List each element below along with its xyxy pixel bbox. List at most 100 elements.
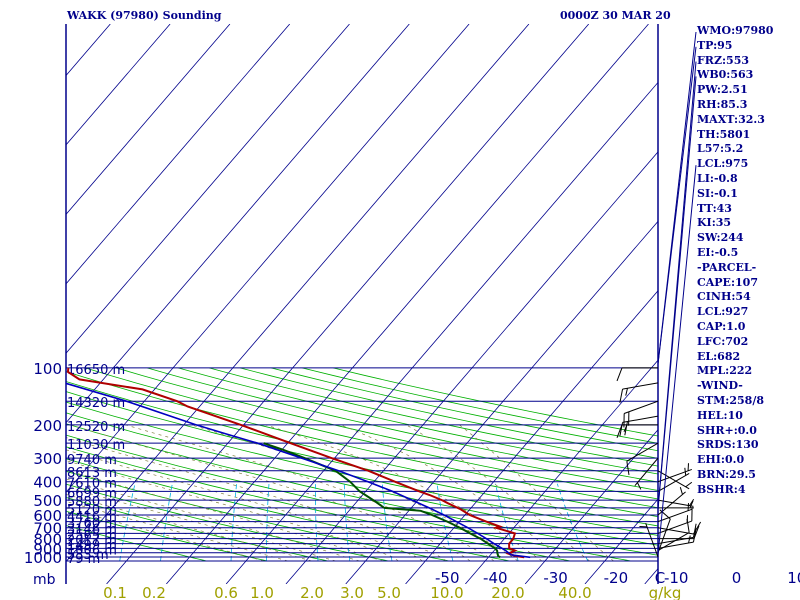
- stat-item: LI:-0.8: [697, 171, 738, 185]
- temperature-tick-label: -40: [483, 569, 508, 587]
- wind-barb: [616, 367, 658, 382]
- wind-barb-halfflag: [686, 515, 689, 523]
- wind-barb: [639, 523, 659, 558]
- pressure-tick-label: 100: [33, 360, 62, 378]
- wind-barb: [657, 498, 695, 507]
- stat-item: PW:2.51: [697, 83, 748, 97]
- isotherm-line: [345, 220, 658, 584]
- wind-barb-staff: [657, 520, 692, 534]
- stats-leader-lines: [657, 31, 697, 555]
- wind-barb: [623, 400, 659, 428]
- mixing-ratio-line: [381, 483, 393, 562]
- wind-barb-staff: [657, 470, 690, 490]
- background-lines: [66, 24, 658, 584]
- stat-leader-line: [657, 46, 697, 364]
- moist-adiabat-line: [66, 437, 447, 562]
- isotherm-line: [66, 24, 171, 146]
- stat-item: BRN:29.5: [697, 467, 756, 481]
- stat-item: RH:85.3: [697, 97, 748, 111]
- pressure-tick-label: 200: [33, 417, 62, 435]
- wind-barb-staff: [622, 415, 659, 423]
- stat-item: WMO:97980: [697, 24, 774, 37]
- height-label: 5880 m: [67, 495, 117, 510]
- height-label: 16650 m: [67, 363, 125, 378]
- stat-item: CAPE:107: [697, 275, 758, 289]
- mixing-ratio-line: [160, 483, 173, 562]
- wind-barb-flag: [624, 421, 628, 436]
- pressure-tick-label: 1000: [24, 549, 62, 567]
- pressure-tick-label: 600: [33, 507, 62, 525]
- dry-adiabat-line: [239, 367, 658, 459]
- stat-leader-line: [657, 165, 697, 555]
- isotherm-line: [66, 24, 350, 354]
- mixing-ratio-tick-label: 10.0: [430, 584, 463, 600]
- height-label: 11030 m: [67, 438, 125, 453]
- temperature-tick-label: 0: [732, 569, 742, 587]
- mixing-ratio-tick-label: 40.0: [558, 584, 591, 600]
- wind-barb-halfflag: [625, 388, 628, 396]
- wind-barb-halfflag: [679, 487, 683, 495]
- pressure-tick-label: 300: [33, 450, 62, 468]
- wind-barb: [658, 500, 694, 509]
- sounding-profiles: [66, 367, 531, 559]
- mixing-ratio-tick-label: 0.1: [103, 584, 127, 600]
- mixing-ratio-tick-label: 2.0: [300, 584, 324, 600]
- temperature-tick-label: 10: [787, 569, 800, 587]
- isotherm-line: [66, 24, 231, 215]
- stat-item: -WIND-: [697, 379, 743, 393]
- wind-barb-staff: [657, 518, 671, 553]
- stat-item: LCL:975: [697, 157, 749, 171]
- height-label: 7610 m: [67, 477, 117, 492]
- wind-barb: [616, 424, 658, 439]
- dry-adiabat-line: [208, 367, 658, 467]
- wind-barb-staff: [657, 499, 694, 507]
- pressure-tick-label: 700: [33, 520, 62, 538]
- mixing-ratio-tick-label: 0.2: [142, 584, 166, 600]
- dry-adiabat-line: [66, 434, 632, 562]
- chart-datetime: 0000Z 30 MAR 20: [560, 9, 671, 22]
- pressure-axis-label: mb: [33, 572, 56, 588]
- isotherm-line: [405, 290, 658, 584]
- wind-barb: [657, 470, 693, 490]
- wind-barb-staff: [626, 442, 659, 462]
- moist-adiabat-line: [66, 486, 336, 562]
- wind-barb-flag: [626, 461, 630, 475]
- pressure-tick-label: 800: [33, 531, 62, 549]
- wind-barb-flag: [693, 525, 700, 539]
- stat-item: KI:35: [697, 216, 732, 230]
- wind-barb-flag: [628, 411, 630, 426]
- stat-item: EI:-0.5: [697, 245, 739, 259]
- dry-adiabat-line: [66, 510, 268, 562]
- isotherm-line: [66, 24, 410, 424]
- stat-item: WB0:563: [697, 68, 754, 82]
- dry-adiabat-line: [66, 381, 658, 518]
- height-label: 12520 m: [67, 420, 125, 435]
- dry-adiabat-line: [270, 367, 658, 452]
- wind-barb: [657, 503, 692, 523]
- wind-barb-staff: [657, 527, 694, 535]
- mixing-ratio-line: [266, 483, 270, 561]
- height-label: 3760 m: [67, 517, 117, 532]
- isotherm-line: [66, 24, 530, 563]
- temperature-tick-label: -10: [664, 569, 689, 587]
- dry-adiabat-line: [66, 371, 658, 509]
- mixing-ratio-tick-label: g/kg: [649, 584, 682, 600]
- moist-adiabat-line: [66, 501, 288, 562]
- chart-title: WAKK (97980) Sounding: [67, 9, 222, 22]
- stat-item: LFC:702: [697, 334, 749, 348]
- wind-barb-staff: [622, 382, 659, 390]
- height-label: 14320 m: [67, 396, 125, 411]
- dry-adiabat-line: [177, 367, 658, 475]
- temperature-profile: [66, 367, 525, 559]
- wind-barb-flag: [623, 413, 625, 428]
- wind-barb: [634, 457, 659, 490]
- mixing-ratio-tick-label: 20.0: [491, 584, 524, 600]
- moist-adiabat-line: [66, 507, 264, 562]
- temperature-tick-label: C: [655, 569, 665, 587]
- wind-barb-staff: [657, 508, 692, 523]
- moist-adiabat-line: [66, 449, 423, 562]
- dry-adiabat-line: [66, 470, 450, 562]
- height-label: 2565 m: [67, 528, 117, 543]
- temperature-tick-labels: -50-40-30-20-10010203040C: [435, 569, 800, 587]
